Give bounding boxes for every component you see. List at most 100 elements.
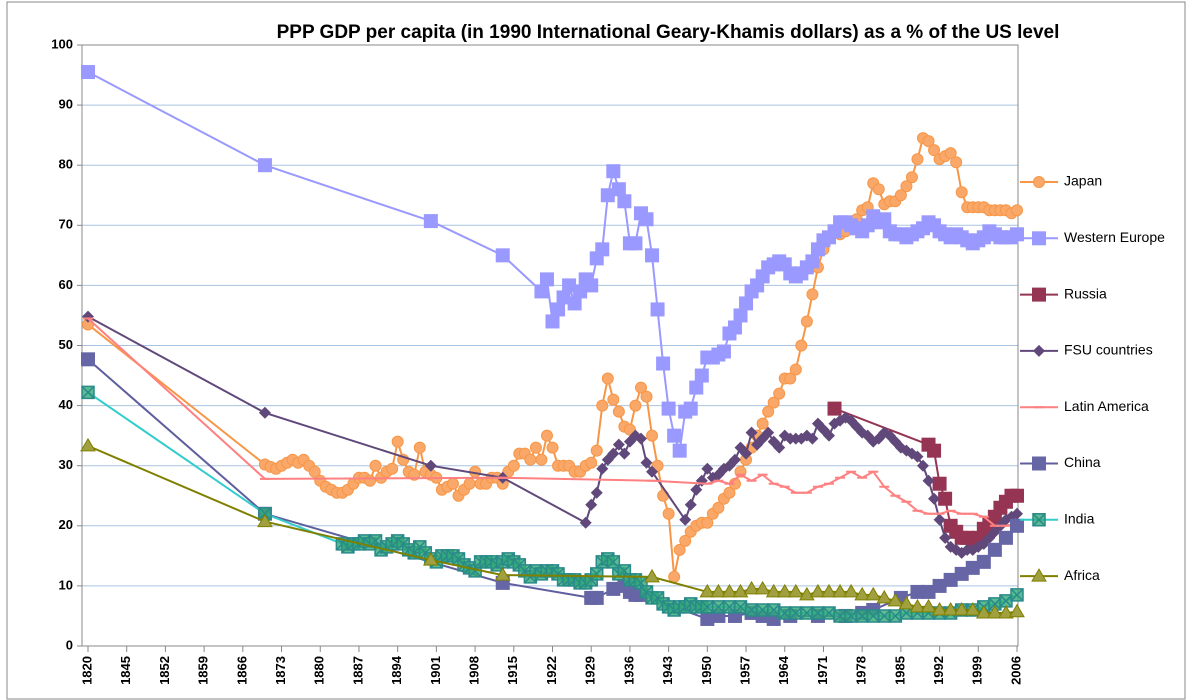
y-tick-label: 20 (59, 517, 73, 532)
point (701, 462, 714, 475)
point (773, 441, 786, 454)
point (999, 594, 1013, 608)
point (927, 443, 942, 458)
point (888, 609, 903, 623)
point (556, 290, 571, 305)
point (446, 477, 459, 490)
point (939, 531, 952, 544)
point (612, 405, 625, 418)
point (910, 584, 925, 599)
point (1011, 507, 1023, 520)
point (844, 609, 858, 623)
point (806, 432, 819, 445)
point (623, 423, 636, 436)
legend: Japan Western Europe Russia FSU countries La… (1020, 173, 1165, 583)
point (258, 406, 271, 419)
point (877, 609, 892, 623)
y-tick-label: 30 (59, 457, 73, 472)
point (767, 396, 780, 409)
point (805, 254, 820, 269)
point (1032, 287, 1046, 302)
point (364, 474, 377, 487)
point (932, 476, 947, 491)
point (872, 183, 885, 196)
point (710, 583, 727, 598)
point (721, 583, 738, 598)
point (909, 598, 926, 613)
point (744, 603, 759, 617)
legend-label: China (1064, 454, 1101, 470)
point (843, 583, 859, 598)
x-tick-label: 1873 (273, 656, 288, 685)
point (723, 486, 736, 499)
point (640, 456, 653, 469)
point (567, 296, 582, 311)
point (386, 462, 399, 475)
x-tick-label: 1915 (505, 656, 520, 685)
point (800, 315, 813, 328)
point (911, 153, 924, 166)
point (931, 601, 948, 616)
legend-label: Russia (1064, 285, 1107, 301)
point (787, 583, 804, 598)
point (762, 426, 775, 439)
point (928, 144, 941, 157)
point (585, 456, 598, 469)
x-tick-label: 1957 (737, 656, 752, 685)
legend-label: India (1064, 511, 1095, 527)
point (634, 432, 647, 445)
y-tick-label: 50 (59, 337, 73, 352)
y-tick-label: 60 (59, 277, 73, 292)
chart-title: PPP GDP per capita (in 1990 Internationa… (277, 22, 1060, 43)
point (921, 584, 936, 599)
point (773, 387, 786, 400)
point (964, 601, 981, 616)
point (920, 598, 937, 613)
plot (80, 65, 1025, 626)
point (953, 601, 970, 616)
point (766, 603, 781, 617)
x-tick-label: 1887 (350, 656, 365, 685)
point (866, 609, 880, 623)
x-tick-label: 1859 (196, 656, 211, 685)
point (494, 567, 511, 581)
x-tick-label: 2006 (1008, 656, 1023, 685)
point (612, 438, 625, 451)
point (900, 180, 913, 193)
point (833, 609, 847, 623)
x-tick-label: 1929 (583, 656, 598, 685)
point (789, 606, 803, 620)
point (987, 542, 1002, 557)
point (955, 186, 968, 199)
point (821, 583, 837, 598)
point (700, 600, 715, 614)
point (922, 135, 935, 148)
point (1009, 603, 1025, 618)
point (699, 583, 716, 598)
point (922, 474, 935, 487)
point (579, 516, 592, 529)
point (938, 491, 953, 506)
point (662, 507, 675, 520)
point (81, 65, 95, 80)
point (463, 477, 476, 490)
point (589, 590, 604, 605)
point (810, 583, 826, 598)
point (656, 356, 671, 371)
point (928, 492, 941, 505)
point (369, 459, 382, 472)
y-tick-label: 100 (51, 36, 73, 51)
point (661, 401, 676, 416)
point (762, 405, 775, 418)
point (1032, 231, 1046, 246)
x-tick-label: 1964 (776, 655, 791, 685)
point (545, 314, 560, 329)
point (822, 606, 836, 620)
point (756, 417, 769, 430)
plot-frame (81, 44, 1019, 647)
point (495, 248, 510, 263)
point (754, 580, 771, 595)
point (606, 581, 621, 596)
point (987, 604, 1003, 619)
